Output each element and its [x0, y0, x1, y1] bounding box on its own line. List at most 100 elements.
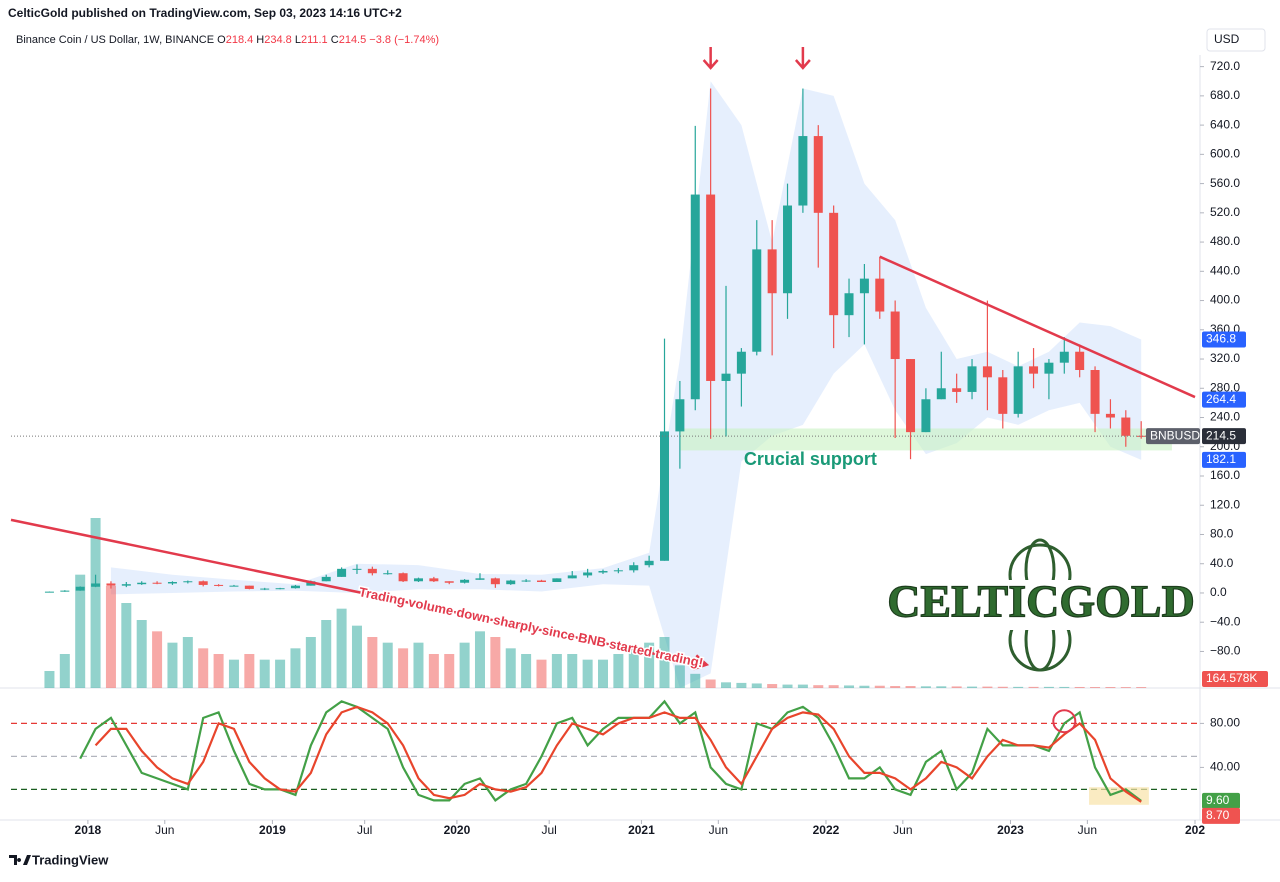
y-tick-label: 560.0	[1210, 176, 1240, 190]
volume-bar	[797, 684, 808, 688]
candle-body	[706, 194, 716, 381]
volume-bar	[228, 659, 239, 688]
candle-body	[521, 580, 531, 582]
y-tick-label: 320.0	[1210, 351, 1240, 365]
y-tick-label: 640.0	[1210, 117, 1240, 131]
change: −3.8	[369, 34, 391, 46]
candle-body	[383, 573, 393, 575]
volume-bar	[244, 654, 255, 688]
candle-body	[244, 585, 254, 589]
candle-body	[137, 582, 147, 585]
volume-bar	[967, 686, 978, 688]
y-tick-label: 120.0	[1210, 497, 1240, 511]
volume-bar	[582, 659, 593, 688]
candle-body	[936, 388, 946, 400]
candle-body	[859, 278, 869, 294]
currency-box[interactable]	[1206, 28, 1266, 52]
support-zone	[679, 428, 1172, 451]
x-tick-label: Jul	[357, 823, 372, 837]
candle-body	[998, 377, 1008, 414]
k-last: 9.60	[1206, 793, 1230, 807]
volume-bar	[336, 608, 347, 688]
volume-bar	[474, 631, 485, 688]
volume-bar	[213, 654, 224, 688]
y-tick-label: 280.0	[1210, 380, 1240, 394]
bb-lower-label: 182.1	[1206, 452, 1236, 466]
stoch-highlight	[1089, 787, 1149, 805]
x-tick-label: Jun	[1078, 823, 1097, 837]
volume-bar	[305, 637, 316, 688]
volume-bar	[136, 620, 147, 688]
candle-body	[844, 293, 854, 316]
volume-bar	[44, 671, 55, 688]
candle-body	[1029, 366, 1039, 374]
legend: Binance Coin / US Dollar, 1W, BINANCE O2…	[16, 34, 439, 46]
volume-bar	[736, 682, 747, 688]
candle-body	[783, 205, 793, 294]
candle-body	[736, 351, 746, 374]
bb-upper-label: 346.8	[1206, 332, 1236, 346]
x-tick-label: 2021	[628, 823, 655, 837]
ohlc-label: O	[217, 34, 226, 46]
currency[interactable]: USD	[1214, 32, 1240, 46]
candle-body	[44, 591, 54, 593]
volume-bar	[367, 637, 378, 688]
candle-body	[1059, 351, 1069, 363]
d-last-box	[1202, 807, 1240, 824]
volume-bar	[644, 642, 655, 688]
y-tick-label: 400.0	[1210, 293, 1240, 307]
candle-body	[198, 581, 208, 585]
candle-body	[91, 583, 101, 587]
peak-arrow	[794, 47, 811, 70]
candle-body	[229, 585, 239, 587]
volume-bar	[997, 686, 1008, 688]
candle-body	[214, 584, 224, 586]
candle-body	[460, 579, 470, 583]
y-tick-label: 160.0	[1210, 468, 1240, 482]
candle-body	[660, 431, 670, 561]
volume-bar	[90, 518, 101, 688]
candle-body	[475, 578, 485, 580]
axes: 720.0 680.0 640.0 600.0 560.0 520.0 480.0 440.0…	[75, 59, 1268, 837]
volume-last-box	[1202, 671, 1268, 687]
candle-body	[1090, 370, 1100, 414]
volume-bar	[598, 659, 608, 688]
candles	[44, 88, 1146, 593]
candle-body	[398, 573, 408, 582]
ohlc-value: 214.5	[339, 34, 367, 46]
volume-bar	[75, 574, 86, 688]
volume-last: 164.578K	[1206, 671, 1257, 685]
legend-row: Binance Coin / US Dollar, 1W, BINANCE O2…	[16, 34, 439, 46]
volume-bar	[628, 648, 639, 688]
x-tick-label: 2020	[444, 823, 471, 837]
volume-bar	[459, 642, 470, 688]
publisher: CelticGold published on TradingView.com,…	[8, 6, 402, 20]
x-tick-label: 2018	[75, 823, 102, 837]
candle-body	[75, 586, 85, 591]
volume-bar	[1059, 686, 1070, 688]
candle-body	[106, 583, 116, 586]
volume-bar	[920, 686, 931, 688]
volume-bar	[413, 642, 424, 688]
ohlc-value: 218.4	[226, 34, 254, 46]
bb-basis-label-box	[1202, 391, 1246, 408]
volume-bar	[859, 685, 870, 688]
volume-bar	[505, 648, 516, 688]
candle-body	[183, 581, 193, 583]
volume-bar	[674, 665, 685, 688]
candle-body	[1136, 435, 1146, 437]
volume-bar	[982, 686, 993, 688]
legend-symbol: Binance Coin / US Dollar, 1W, BINANCE	[16, 34, 214, 46]
candle-body	[337, 568, 347, 577]
bb-basis-label: 264.4	[1206, 392, 1236, 406]
volume-bar	[1136, 687, 1147, 688]
volume-bar	[567, 654, 578, 688]
volume-bar	[936, 686, 947, 688]
volume-bar	[536, 659, 547, 688]
volume-bar	[813, 685, 824, 688]
candle-body	[413, 578, 423, 582]
volume-bar	[659, 637, 670, 688]
volume-bar	[751, 683, 762, 688]
footer: TradingView	[9, 852, 109, 867]
volume-bar	[275, 659, 286, 688]
